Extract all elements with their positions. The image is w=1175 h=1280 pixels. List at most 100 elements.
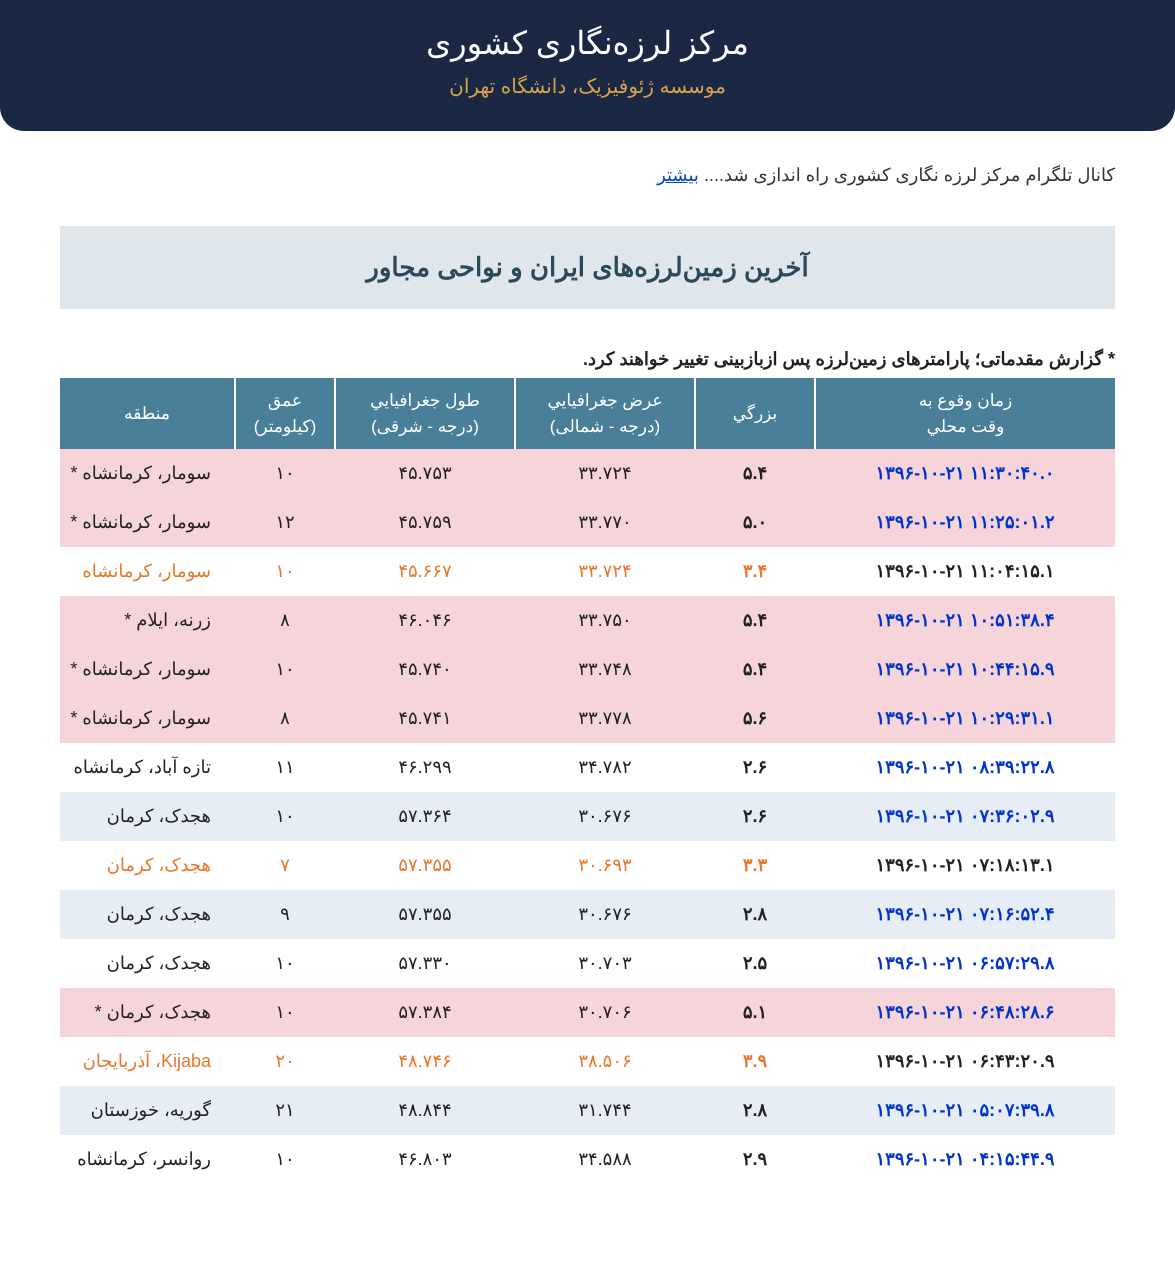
table-row[interactable]: ۱۳۹۶-۱۰-۲۱ ۱۰:۲۹:۳۱.۱۵.۶۳۳.۷۷۸۴۵.۷۴۱۸سوم… — [60, 694, 1115, 743]
cell-region: سومار، کرمانشاه — [60, 547, 235, 596]
cell-depth: ۱۰ — [235, 645, 335, 694]
cell-region: سومار، کرمانشاه * — [60, 645, 235, 694]
cell-depth: ۲۰ — [235, 1037, 335, 1086]
cell-latitude: ۳۳.۷۷۸ — [515, 694, 695, 743]
cell-region: سومار، کرمانشاه * — [60, 498, 235, 547]
cell-latitude: ۳۰.۶۷۶ — [515, 890, 695, 939]
cell-longitude: ۴۶.۰۴۶ — [335, 596, 515, 645]
cell-region: گوریه، خوزستان — [60, 1086, 235, 1135]
cell-latitude: ۳۰.۷۰۶ — [515, 988, 695, 1037]
earthquake-table: زمان وقوع به وقت محلي بزرگي عرض جغرافياي… — [60, 378, 1115, 1184]
cell-depth: ۱۰ — [235, 792, 335, 841]
cell-depth: ۱۰ — [235, 939, 335, 988]
cell-time: ۱۳۹۶-۱۰-۲۱ ۰۷:۱۸:۱۳.۱ — [815, 841, 1115, 890]
cell-magnitude: ۳.۹ — [695, 1037, 815, 1086]
table-body: ۱۳۹۶-۱۰-۲۱ ۱۱:۳۰:۴۰.۰۵.۴۳۳.۷۲۴۴۵.۷۵۳۱۰سو… — [60, 449, 1115, 1184]
cell-depth: ۹ — [235, 890, 335, 939]
cell-magnitude: ۲.۸ — [695, 890, 815, 939]
cell-time: ۱۳۹۶-۱۰-۲۱ ۰۶:۴۸:۲۸.۶ — [815, 988, 1115, 1037]
cell-latitude: ۳۸.۵۰۶ — [515, 1037, 695, 1086]
cell-longitude: ۴۸.۷۴۶ — [335, 1037, 515, 1086]
cell-magnitude: ۳.۴ — [695, 547, 815, 596]
cell-time: ۱۳۹۶-۱۰-۲۱ ۱۰:۵۱:۳۸.۴ — [815, 596, 1115, 645]
cell-time: ۱۳۹۶-۱۰-۲۱ ۰۸:۳۹:۲۲.۸ — [815, 743, 1115, 792]
cell-region: تازه آباد، کرمانشاه — [60, 743, 235, 792]
cell-latitude: ۳۳.۷۵۰ — [515, 596, 695, 645]
cell-region: هجدک، کرمان — [60, 841, 235, 890]
cell-depth: ۱۲ — [235, 498, 335, 547]
cell-latitude: ۳۴.۷۸۲ — [515, 743, 695, 792]
table-row[interactable]: ۱۳۹۶-۱۰-۲۱ ۱۱:۳۰:۴۰.۰۵.۴۳۳.۷۲۴۴۵.۷۵۳۱۰سو… — [60, 449, 1115, 498]
cell-longitude: ۵۷.۳۵۵ — [335, 890, 515, 939]
cell-region: هجدک، کرمان — [60, 792, 235, 841]
cell-latitude: ۳۴.۵۸۸ — [515, 1135, 695, 1184]
cell-region: Kijaba، آذربایجان — [60, 1037, 235, 1086]
notice-more-link[interactable]: بیشتر — [657, 165, 699, 185]
cell-time: ۱۳۹۶-۱۰-۲۱ ۰۷:۳۶:۰۲.۹ — [815, 792, 1115, 841]
table-row[interactable]: ۱۳۹۶-۱۰-۲۱ ۰۵:۰۷:۳۹.۸۲.۸۳۱.۷۴۴۴۸.۸۴۴۲۱گو… — [60, 1086, 1115, 1135]
col-magnitude-header: بزرگي — [695, 378, 815, 449]
cell-region: هجدک، کرمان — [60, 939, 235, 988]
cell-time: ۱۳۹۶-۱۰-۲۱ ۱۰:۲۹:۳۱.۱ — [815, 694, 1115, 743]
cell-latitude: ۳۰.۷۰۳ — [515, 939, 695, 988]
cell-region: سومار، کرمانشاه * — [60, 694, 235, 743]
cell-latitude: ۳۰.۶۷۶ — [515, 792, 695, 841]
table-row[interactable]: ۱۳۹۶-۱۰-۲۱ ۱۱:۰۴:۱۵.۱۳.۴۳۳.۷۲۴۴۵.۶۶۷۱۰سو… — [60, 547, 1115, 596]
cell-magnitude: ۵.۴ — [695, 449, 815, 498]
cell-region: سومار، کرمانشاه * — [60, 449, 235, 498]
main-content: کانال تلگرام مرکز لرزه نگاری کشوری راه ا… — [0, 131, 1175, 1184]
table-row[interactable]: ۱۳۹۶-۱۰-۲۱ ۱۰:۵۱:۳۸.۴۵.۴۳۳.۷۵۰۴۶.۰۴۶۸زرن… — [60, 596, 1115, 645]
cell-longitude: ۵۷.۳۳۰ — [335, 939, 515, 988]
earthquakes-banner: آخرین زمین‌لرزه‌های ایران و نواحی مجاور — [60, 226, 1115, 309]
cell-magnitude: ۲.۵ — [695, 939, 815, 988]
preliminary-note: * گزارش مقدماتی؛ پارامترهای زمین‌لرزه پس… — [60, 349, 1115, 370]
cell-magnitude: ۵.۴ — [695, 645, 815, 694]
cell-magnitude: ۲.۶ — [695, 792, 815, 841]
cell-longitude: ۵۷.۳۶۴ — [335, 792, 515, 841]
table-row[interactable]: ۱۳۹۶-۱۰-۲۱ ۰۸:۳۹:۲۲.۸۲.۶۳۴.۷۸۲۴۶.۲۹۹۱۱تا… — [60, 743, 1115, 792]
col-depth-header: عمق (کیلومتر) — [235, 378, 335, 449]
table-row[interactable]: ۱۳۹۶-۱۰-۲۱ ۰۶:۴۸:۲۸.۶۵.۱۳۰.۷۰۶۵۷.۳۸۴۱۰هج… — [60, 988, 1115, 1037]
table-row[interactable]: ۱۳۹۶-۱۰-۲۱ ۰۶:۵۷:۲۹.۸۲.۵۳۰.۷۰۳۵۷.۳۳۰۱۰هج… — [60, 939, 1115, 988]
cell-longitude: ۵۷.۳۸۴ — [335, 988, 515, 1037]
cell-magnitude: ۲.۶ — [695, 743, 815, 792]
cell-longitude: ۴۵.۷۴۱ — [335, 694, 515, 743]
cell-region: هجدک، کرمان — [60, 890, 235, 939]
cell-depth: ۷ — [235, 841, 335, 890]
cell-region: هجدک، کرمان * — [60, 988, 235, 1037]
cell-time: ۱۳۹۶-۱۰-۲۱ ۰۵:۰۷:۳۹.۸ — [815, 1086, 1115, 1135]
cell-depth: ۲۱ — [235, 1086, 335, 1135]
cell-depth: ۱۰ — [235, 1135, 335, 1184]
table-row[interactable]: ۱۳۹۶-۱۰-۲۱ ۱۰:۴۴:۱۵.۹۵.۴۳۳.۷۴۸۴۵.۷۴۰۱۰سو… — [60, 645, 1115, 694]
cell-magnitude: ۵.۱ — [695, 988, 815, 1037]
table-row[interactable]: ۱۳۹۶-۱۰-۲۱ ۰۶:۴۳:۲۰.۹۳.۹۳۸.۵۰۶۴۸.۷۴۶۲۰Ki… — [60, 1037, 1115, 1086]
col-time-header: زمان وقوع به وقت محلي — [815, 378, 1115, 449]
cell-longitude: ۴۸.۸۴۴ — [335, 1086, 515, 1135]
cell-time: ۱۳۹۶-۱۰-۲۱ ۱۰:۴۴:۱۵.۹ — [815, 645, 1115, 694]
table-row[interactable]: ۱۳۹۶-۱۰-۲۱ ۰۷:۱۸:۱۳.۱۳.۳۳۰.۶۹۳۵۷.۳۵۵۷هجد… — [60, 841, 1115, 890]
table-row[interactable]: ۱۳۹۶-۱۰-۲۱ ۱۱:۲۵:۰۱.۲۵.۰۳۳.۷۷۰۴۵.۷۵۹۱۲سو… — [60, 498, 1115, 547]
cell-depth: ۱۰ — [235, 988, 335, 1037]
cell-longitude: ۴۵.۷۵۹ — [335, 498, 515, 547]
site-title: مرکز لرزه‌نگاری کشوری — [0, 24, 1175, 62]
cell-longitude: ۴۵.۶۶۷ — [335, 547, 515, 596]
cell-region: روانسر، کرمانشاه — [60, 1135, 235, 1184]
table-row[interactable]: ۱۳۹۶-۱۰-۲۱ ۰۴:۱۵:۴۴.۹۲.۹۳۴.۵۸۸۴۶.۸۰۳۱۰رو… — [60, 1135, 1115, 1184]
cell-time: ۱۳۹۶-۱۰-۲۱ ۱۱:۳۰:۴۰.۰ — [815, 449, 1115, 498]
cell-longitude: ۴۵.۷۵۳ — [335, 449, 515, 498]
cell-magnitude: ۵.۴ — [695, 596, 815, 645]
table-row[interactable]: ۱۳۹۶-۱۰-۲۱ ۰۷:۱۶:۵۲.۴۲.۸۳۰.۶۷۶۵۷.۳۵۵۹هجد… — [60, 890, 1115, 939]
col-longitude-header: طول جغرافيايي (درجه - شرقی) — [335, 378, 515, 449]
site-header: مرکز لرزه‌نگاری کشوری موسسه ژئوفیزیک، دا… — [0, 0, 1175, 131]
cell-time: ۱۳۹۶-۱۰-۲۱ ۰۶:۵۷:۲۹.۸ — [815, 939, 1115, 988]
cell-latitude: ۳۰.۶۹۳ — [515, 841, 695, 890]
table-row[interactable]: ۱۳۹۶-۱۰-۲۱ ۰۷:۳۶:۰۲.۹۲.۶۳۰.۶۷۶۵۷.۳۶۴۱۰هج… — [60, 792, 1115, 841]
cell-longitude: ۵۷.۳۵۵ — [335, 841, 515, 890]
table-header-row: زمان وقوع به وقت محلي بزرگي عرض جغرافياي… — [60, 378, 1115, 449]
cell-latitude: ۳۱.۷۴۴ — [515, 1086, 695, 1135]
cell-magnitude: ۵.۰ — [695, 498, 815, 547]
cell-longitude: ۴۶.۲۹۹ — [335, 743, 515, 792]
cell-magnitude: ۲.۹ — [695, 1135, 815, 1184]
cell-latitude: ۳۳.۷۲۴ — [515, 449, 695, 498]
cell-magnitude: ۲.۸ — [695, 1086, 815, 1135]
